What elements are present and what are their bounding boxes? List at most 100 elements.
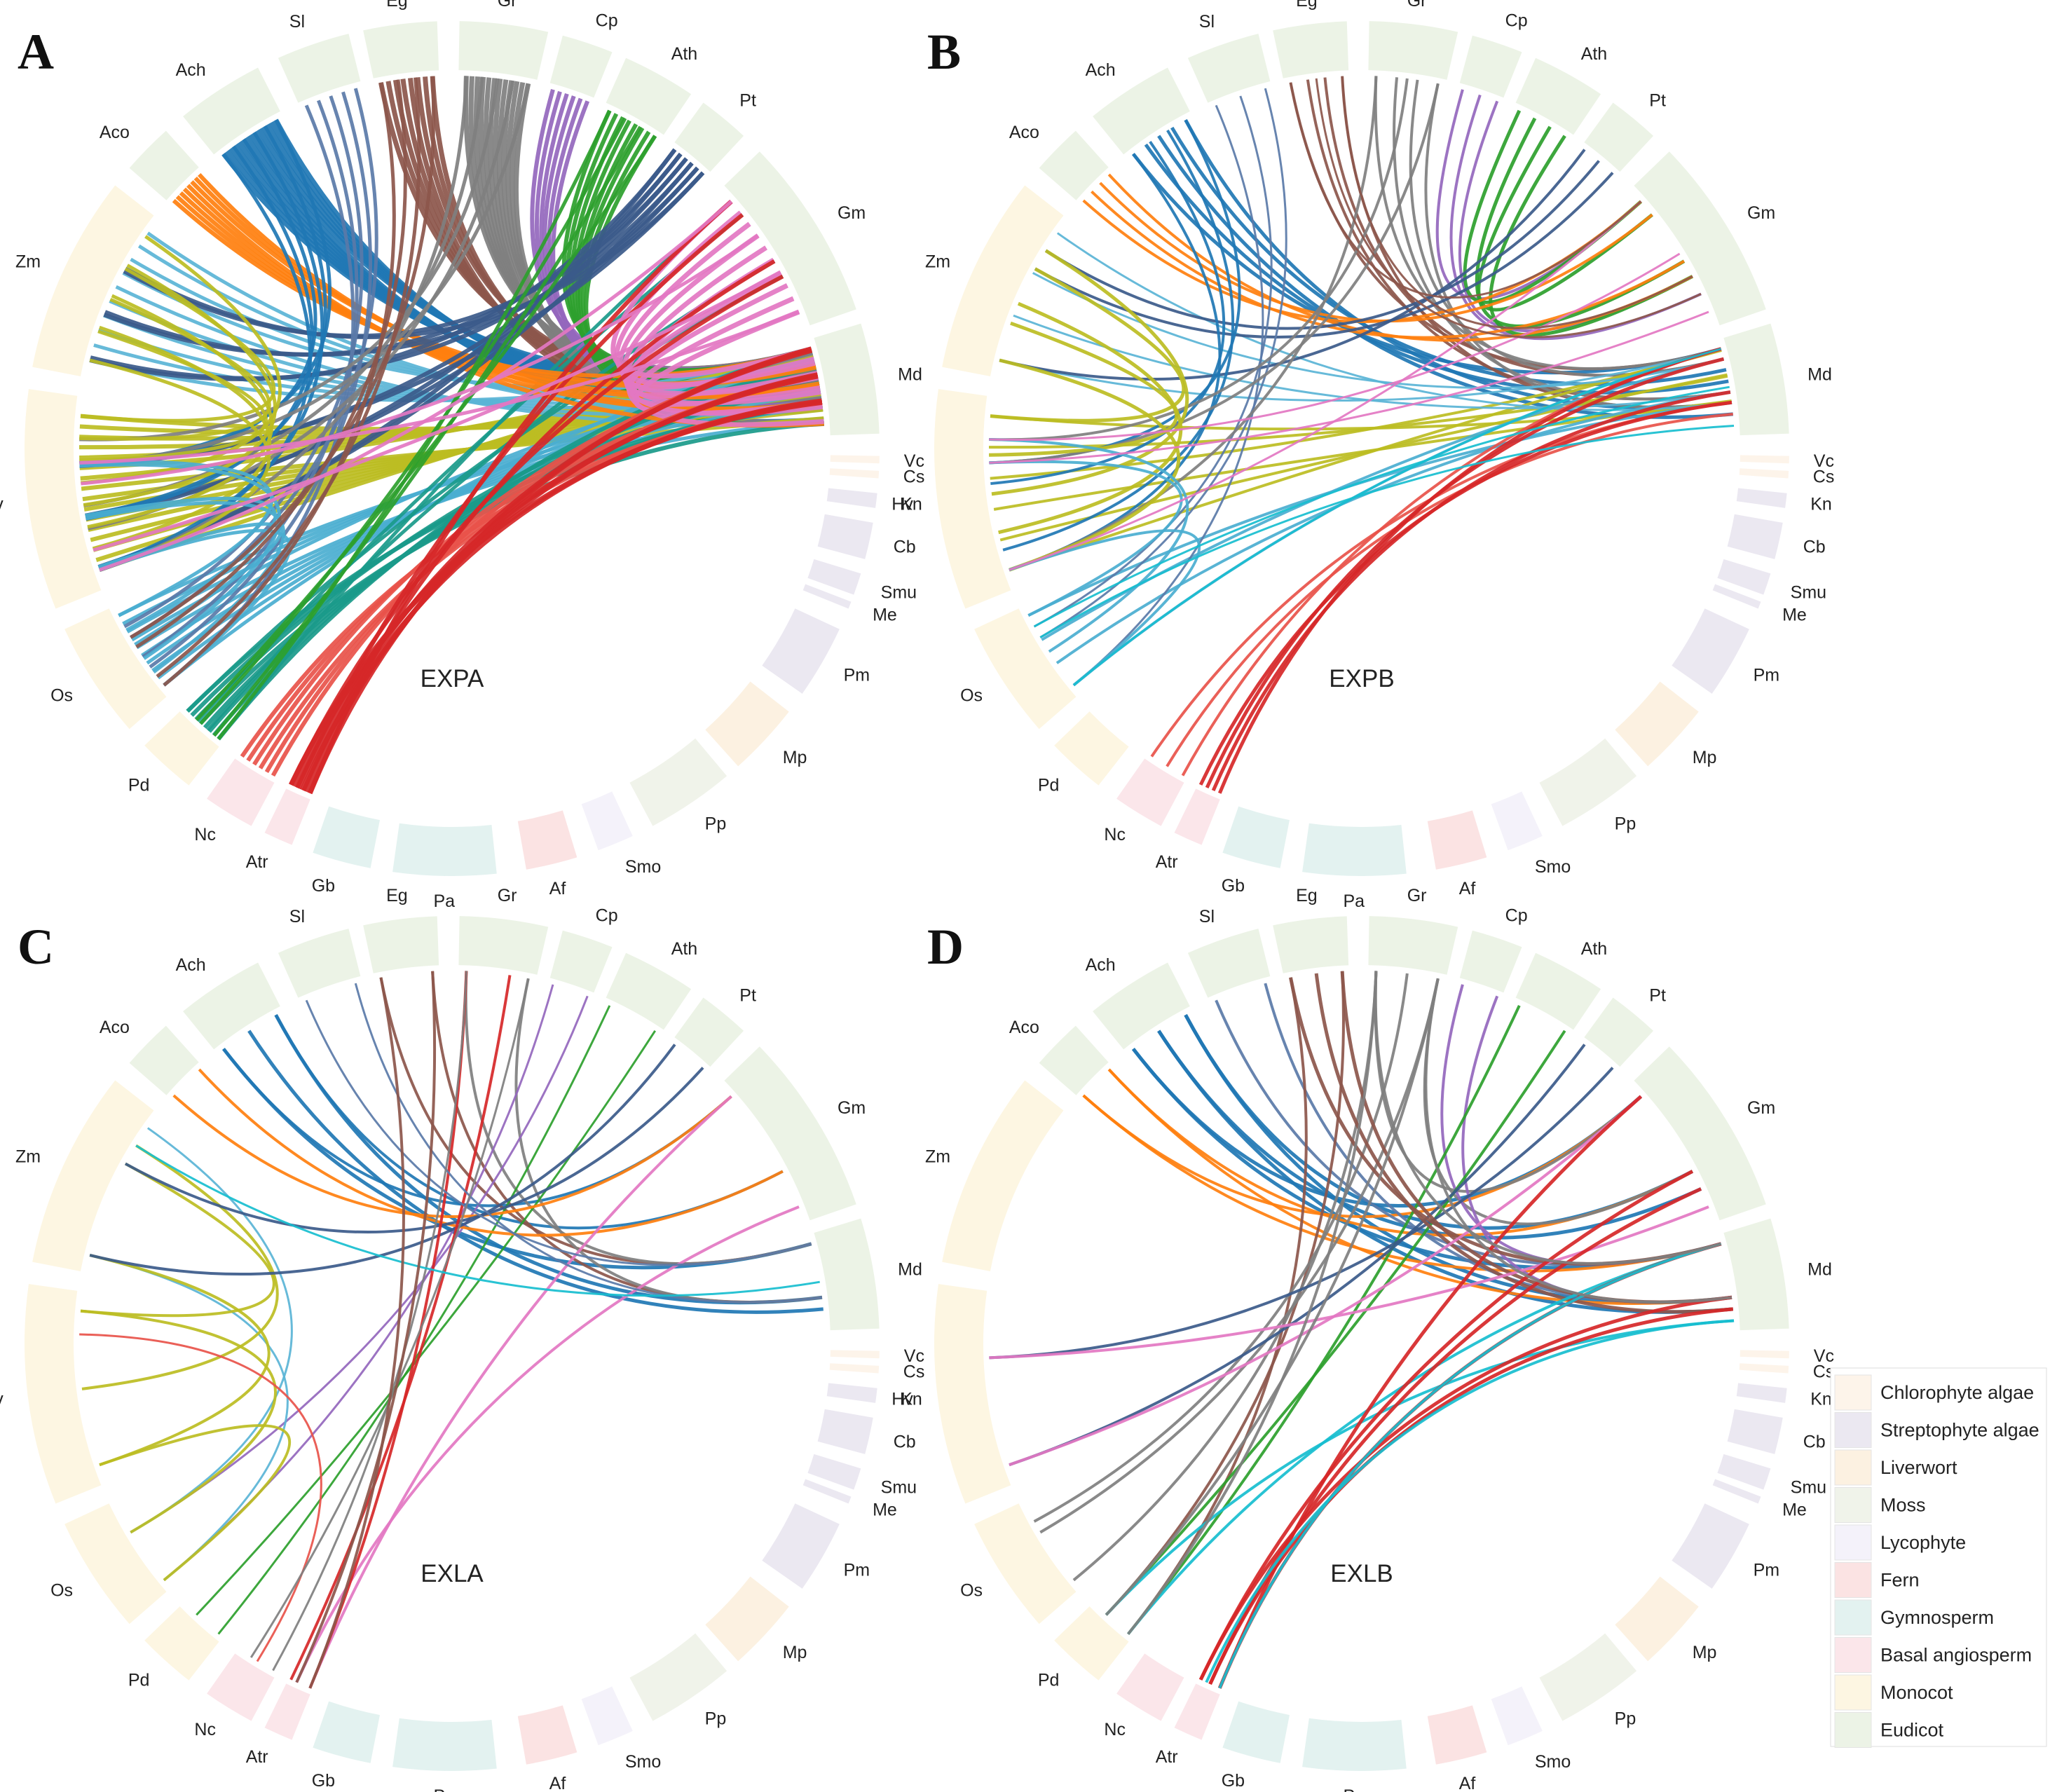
- links: [79, 971, 824, 1689]
- species-arc-Pd: [144, 1606, 219, 1681]
- link-Hv-Zm: [991, 249, 1189, 496]
- species-label-Ach: Ach: [176, 60, 206, 80]
- species-arc-Mp: [1615, 681, 1699, 767]
- legend-label: Gymnosperm: [1880, 1607, 1994, 1628]
- species-label-Smu: Smu: [881, 583, 917, 603]
- link-Ath-Pd: [196, 1030, 657, 1616]
- link-Os-Hv: [99, 528, 292, 687]
- species-label-Pt: Pt: [1649, 985, 1666, 1005]
- species-label-Smu: Smu: [1791, 583, 1826, 603]
- link-Atr-Gm: [289, 274, 784, 786]
- link-Pt-Hv: [85, 166, 699, 518]
- link-Atr-Gm: [1198, 1170, 1694, 1681]
- panel-D: D EXLB Md Gm Pt Ath Cp Gr Eg Sl Ach Aco Zm Hv Os Pd Nc At…: [891, 886, 1834, 1792]
- link-Eg-Pd: [1105, 971, 1345, 1616]
- link-Ach-Md: [1144, 143, 1729, 395]
- species-arc-Cb: [817, 1409, 873, 1454]
- species-label-Pt: Pt: [1649, 90, 1666, 110]
- species-arc-Cb: [817, 514, 873, 559]
- species-label-Cp: Cp: [596, 905, 618, 925]
- species-label-Eg: Eg: [1296, 0, 1318, 11]
- link-Zm-Os: [89, 1254, 289, 1581]
- legend-swatch: [1834, 1674, 1872, 1711]
- legend-swatch: [1834, 1412, 1872, 1448]
- species-arc-Pp: [1539, 738, 1637, 826]
- species-label-Kn: Kn: [901, 495, 922, 514]
- link-Cp-Os: [130, 995, 589, 1533]
- species-arc-Gr: [1368, 916, 1458, 975]
- species-label-Me: Me: [1782, 1500, 1807, 1519]
- species-label-Sl: Sl: [289, 907, 305, 926]
- species-arc-Pt: [1584, 997, 1654, 1067]
- panel-A: A EXPA Md Gm Pt Ath Cp Gr Eg Sl Ach Aco Zm Hv Os Pd Nc At…: [0, 0, 924, 911]
- link-Pt-Zm: [999, 149, 1586, 381]
- link-Ach-Md: [247, 1030, 824, 1314]
- species-label-Pa: Pa: [1343, 891, 1365, 911]
- species-label-Vc: Vc: [904, 451, 924, 471]
- legend-swatch: [1834, 1562, 1872, 1598]
- species-arc-Vc: [1740, 1350, 1789, 1359]
- species-label-Smu: Smu: [1791, 1478, 1826, 1498]
- species-arc-Zm: [32, 1080, 154, 1271]
- link-Ath-Gm: [1475, 117, 1686, 328]
- legend-item: Chlorophyte algae: [1834, 1374, 2034, 1411]
- link-Gr-Pd: [1105, 978, 1440, 1616]
- species-label-Gr: Gr: [1407, 0, 1427, 11]
- link-Sl-Md: [354, 983, 823, 1304]
- species-arc-Af: [517, 810, 578, 870]
- species-arc-Cb: [1727, 514, 1783, 559]
- link-Eg-Os: [130, 76, 436, 639]
- species-label-Ach: Ach: [176, 955, 206, 975]
- link-Pt-Zm: [89, 1044, 676, 1276]
- legend-label: Lycophyte: [1880, 1532, 1966, 1553]
- link-Sl-Os: [142, 100, 359, 659]
- species-arc-Me: [1712, 1479, 1761, 1504]
- species-arc-Sl: [278, 34, 361, 103]
- species-arc-Gb: [313, 806, 380, 868]
- species-label-Vc: Vc: [904, 1346, 924, 1366]
- link-Pt-Zm: [1045, 160, 1600, 330]
- species-label-Atr: Atr: [1156, 852, 1178, 872]
- species-arc-Sl: [1187, 929, 1271, 998]
- link-Gr-Hv: [989, 78, 1409, 442]
- species-label-Sl: Sl: [1199, 12, 1215, 32]
- species-arc-Gr: [1368, 21, 1458, 80]
- species-arc-Nc: [1116, 1653, 1184, 1721]
- species-arc-Smu: [1717, 559, 1771, 595]
- species-arc-Nc: [207, 1653, 275, 1721]
- link-Pt-Zm: [124, 1067, 704, 1233]
- link-Eg-Gm: [1290, 82, 1642, 299]
- species-arc-Cp: [1459, 930, 1522, 993]
- legend-swatch: [1834, 1712, 1872, 1748]
- link-Hv-Os: [80, 1309, 277, 1534]
- species-arc-Gb: [1222, 1701, 1290, 1763]
- species-arc-Sl: [1187, 34, 1271, 103]
- legend-swatch: [1834, 1487, 1872, 1523]
- species-label-Pa: Pa: [1343, 1786, 1365, 1792]
- species-label-Aco: Aco: [1009, 123, 1039, 142]
- legend-label: Moss: [1880, 1495, 1926, 1516]
- species-arc-Vc: [830, 1350, 880, 1359]
- species-label-Mp: Mp: [783, 748, 807, 767]
- legend-item: Basal angiosperm: [1834, 1637, 2032, 1673]
- species-arc-Sl: [278, 929, 361, 998]
- species-label-Os: Os: [960, 685, 983, 705]
- link-Pt-Hv: [1009, 1044, 1586, 1467]
- species-arc-Smu: [1717, 1454, 1771, 1490]
- species-arc-Atr: [1174, 788, 1220, 845]
- species-arc-Cs: [1739, 1363, 1789, 1374]
- species-arc-Cp: [549, 35, 613, 98]
- species-label-Hv: Hv: [891, 1390, 913, 1409]
- species-label-Nc: Nc: [1104, 825, 1126, 844]
- species-label-Eg: Eg: [386, 886, 408, 905]
- panels: A EXPA Md Gm Pt Ath Cp Gr Eg Sl Ach Aco Zm Hv Os Pd Nc At…: [0, 0, 1834, 1792]
- species-label-Gb: Gb: [312, 1771, 335, 1791]
- species-arc-Vc: [830, 455, 880, 464]
- gene-family-title: EXLA: [421, 1560, 484, 1587]
- link-Gm-Hv: [81, 234, 760, 486]
- species-label-Md: Md: [898, 365, 922, 385]
- link-Aco-Gm: [1099, 182, 1653, 323]
- species-arc-Md: [1723, 323, 1789, 436]
- species-arc-Pm: [1672, 608, 1749, 694]
- species-arc-Os: [64, 1503, 167, 1625]
